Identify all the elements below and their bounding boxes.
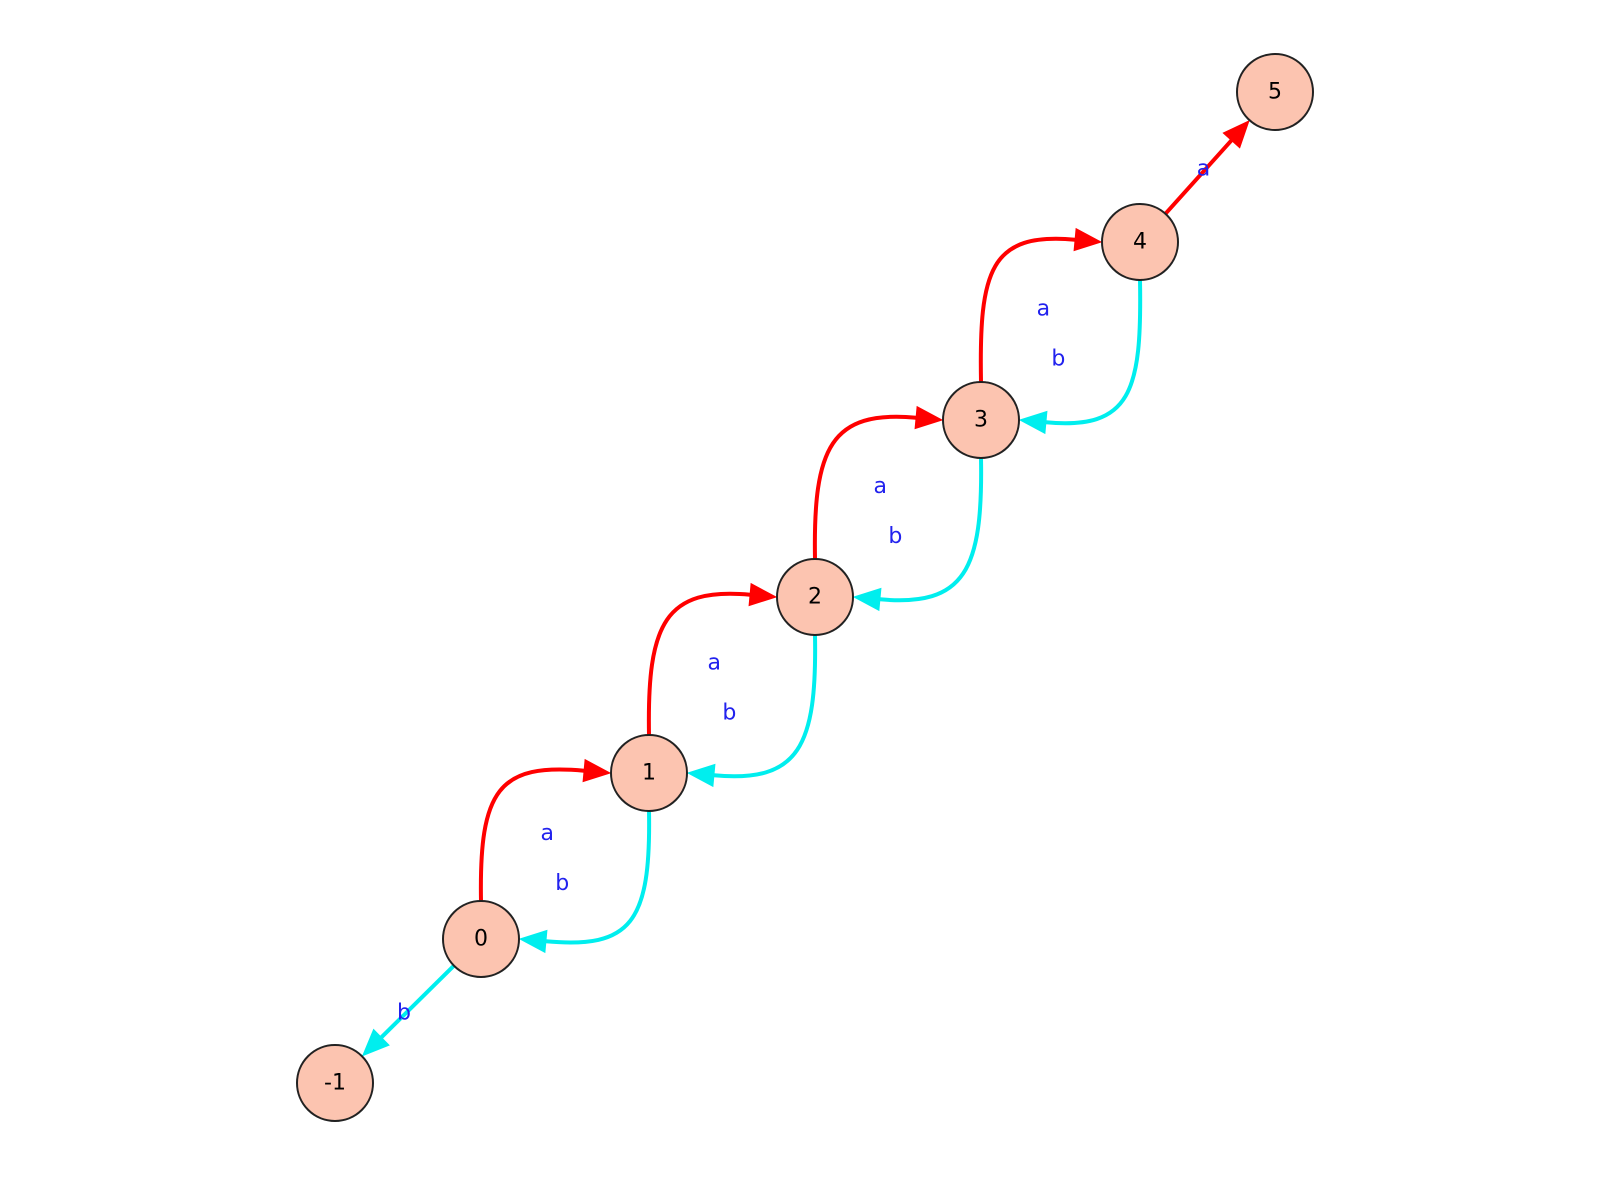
node-3-label: 3 xyxy=(974,408,988,433)
node-2-circle xyxy=(776,558,854,636)
edge-4-to-3 xyxy=(1018,279,1143,435)
edge-2-to-1 xyxy=(686,634,818,788)
edge-2-to-3-arrowhead xyxy=(914,405,944,430)
edge-3-to-2-label: b xyxy=(888,524,902,549)
node-3-circle xyxy=(942,381,1020,459)
edge-0-to-neg1 xyxy=(361,964,456,1057)
nodes-layer: -1 0 1 2 3 4 5 xyxy=(296,53,1314,1122)
node-2-label: 2 xyxy=(808,585,822,610)
edge-4-to-5 xyxy=(1163,120,1250,216)
edge-1-to-0-label: b xyxy=(555,871,569,896)
edge-3-to-4-arrowhead xyxy=(1073,227,1103,252)
edge-1-to-0 xyxy=(518,810,652,954)
edge-2-to-1-label: b xyxy=(722,700,736,725)
edge-4-to-5-arrowhead xyxy=(1222,120,1250,149)
node-4: 4 xyxy=(1101,203,1179,281)
edge-3-to-4 xyxy=(978,227,1103,383)
edge-1-to-2-arrowhead xyxy=(748,582,778,607)
node-2: 2 xyxy=(776,558,854,636)
edge-2-to-1-arrowhead xyxy=(686,763,716,788)
node-4-circle xyxy=(1101,203,1179,281)
edge-0-to-1-arrowhead xyxy=(582,758,612,783)
node-1-circle xyxy=(610,734,688,812)
node-5: 5 xyxy=(1236,53,1314,131)
edge-2-to-3-line xyxy=(812,414,917,560)
edge-1-to-0-arrowhead xyxy=(518,929,548,954)
edges-layer xyxy=(361,120,1250,1057)
edge-0-to-1-label: a xyxy=(540,821,553,846)
edge-3-to-2 xyxy=(852,457,984,612)
edge-0-to-neg1-line xyxy=(379,964,456,1039)
edge-4-to-3-label: b xyxy=(1051,346,1065,371)
node-neg1-label: -1 xyxy=(324,1071,346,1096)
edge-4-to-5-line xyxy=(1163,138,1233,216)
node-5-label: 5 xyxy=(1268,80,1282,105)
node-1: 1 xyxy=(610,734,688,812)
edge-2-to-3 xyxy=(812,405,944,560)
edge-3-to-2-arrowhead xyxy=(852,587,882,612)
edge-3-to-4-label: a xyxy=(1037,296,1050,321)
node-neg1-circle xyxy=(296,1044,374,1122)
node-neg1: -1 xyxy=(296,1044,374,1122)
node-0: 0 xyxy=(442,900,520,978)
node-0-label: 0 xyxy=(474,927,488,952)
edge-1-to-2-line xyxy=(646,591,751,736)
edge-4-to-3-line xyxy=(1045,279,1143,426)
node-4-label: 4 xyxy=(1133,230,1147,255)
edge-4-to-3-arrowhead xyxy=(1018,410,1048,435)
edge-0-to-neg1-label: b xyxy=(397,1001,411,1026)
node-1-label: 1 xyxy=(642,761,656,786)
node-3: 3 xyxy=(942,381,1020,459)
edge-4-to-5-label: a xyxy=(1197,157,1210,182)
edge-1-to-2 xyxy=(646,582,778,736)
edge-1-to-2-label: a xyxy=(708,650,721,675)
node-0-circle xyxy=(442,900,520,978)
edge-0-to-1 xyxy=(478,758,612,902)
edge-1-to-0-line xyxy=(545,810,652,945)
edge-2-to-3-label: a xyxy=(874,474,887,499)
edge-0-to-neg1-arrowhead xyxy=(361,1028,390,1057)
edge-2-to-1-line xyxy=(713,634,818,779)
edge-3-to-2-line xyxy=(879,457,984,603)
edge-3-to-4-line xyxy=(978,236,1076,383)
edge-0-to-1-line xyxy=(478,767,585,902)
node-5-circle xyxy=(1236,53,1314,131)
